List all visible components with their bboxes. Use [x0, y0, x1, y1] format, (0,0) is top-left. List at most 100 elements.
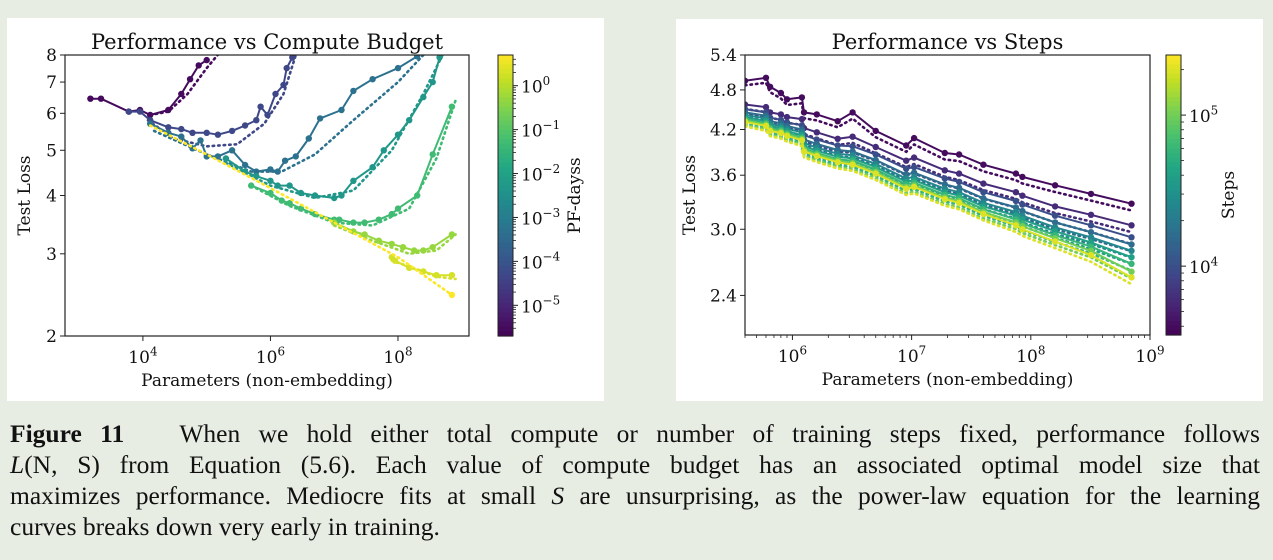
colorbar-segment [1166, 307, 1181, 313]
data-point [248, 182, 255, 189]
data-point [361, 219, 368, 226]
colorbar-segment [498, 134, 513, 140]
data-point [257, 103, 264, 110]
colorbar-segment [1166, 64, 1181, 70]
data-point [228, 127, 236, 135]
data-point [280, 81, 287, 89]
caption-line-1: Figure 11 When we hold either total comp… [10, 418, 1260, 449]
axes-frame [64, 54, 470, 337]
data-point [448, 272, 456, 279]
data-point [338, 192, 345, 199]
data-point [448, 291, 456, 299]
data-point [777, 129, 785, 137]
data-point [783, 132, 791, 140]
data-point [1128, 222, 1135, 229]
colorbar-segment [1166, 269, 1181, 275]
colorbar-segment [1166, 190, 1181, 196]
colorbar-segment [1166, 302, 1181, 308]
colorbar-segment [498, 120, 513, 126]
data-point [394, 64, 402, 72]
data-point [369, 164, 376, 171]
data-point [1087, 190, 1095, 198]
colorbar-segment [1166, 227, 1181, 233]
data-point [350, 177, 357, 184]
colorbar-segment [498, 181, 513, 187]
colorbar-frame [1165, 54, 1182, 336]
y-tick-label: 4.2 [710, 121, 737, 141]
colorbar-segment [498, 111, 513, 117]
colorbar-segment [498, 139, 513, 145]
colorbar-segment [1166, 106, 1181, 112]
colorbar-segment [498, 153, 513, 159]
colorbar-segment [498, 125, 513, 131]
data-point [253, 117, 260, 124]
series-line [149, 55, 418, 173]
data-point [399, 244, 407, 251]
x-tick-label: 109 [1135, 343, 1164, 367]
data-point [1051, 238, 1059, 245]
colorbar-segment [498, 303, 513, 309]
data-point [361, 231, 368, 238]
data-point [305, 135, 312, 142]
colorbar-segment [1166, 209, 1181, 215]
colorbar-segment [498, 307, 513, 314]
x-tick-label: 104 [128, 344, 157, 368]
colorbar-segment [498, 326, 513, 332]
data-point [872, 127, 879, 135]
data-point [762, 103, 770, 111]
x-axis-label: Parameters (non-embedding) [141, 371, 393, 391]
data-point [941, 196, 948, 203]
data-point [872, 143, 879, 151]
colorbar-segment [1166, 265, 1181, 271]
colorbar-segment [1166, 321, 1181, 327]
colorbar-segment [1166, 297, 1181, 303]
colorbar-segment [1166, 195, 1181, 201]
data-point [165, 124, 172, 131]
colorbar-segment [1166, 83, 1181, 89]
data-point [1012, 170, 1020, 177]
colorbar-segment [498, 186, 513, 192]
colorbar-segment [1166, 204, 1181, 210]
colorbar-segment [498, 167, 513, 173]
data-point [903, 165, 910, 172]
colorbar-segment [498, 237, 513, 243]
data-point [448, 231, 456, 238]
figure-caption: Figure 11 When we hold either total comp… [10, 418, 1260, 542]
x-tick-label: 108 [1016, 343, 1045, 367]
data-point [903, 142, 910, 149]
fit-line [148, 124, 454, 297]
colorbar-tick-label: 104 [1189, 254, 1218, 278]
x-tick-label: 108 [383, 344, 412, 368]
data-point [388, 210, 395, 218]
data-point [1087, 211, 1095, 218]
y-tick-label: 2.4 [710, 286, 737, 306]
data-point [1087, 222, 1095, 229]
data-point [286, 182, 293, 189]
colorbar-segment [1166, 293, 1181, 299]
data-point [1128, 234, 1135, 241]
data-point [267, 189, 274, 197]
chart-title: Performance vs Compute Budget [91, 30, 444, 54]
fit-line [745, 123, 1133, 280]
data-point [380, 147, 387, 154]
data-point [388, 240, 395, 248]
data-point [1019, 201, 1026, 208]
colorbar-segment [498, 83, 513, 89]
data-point [941, 149, 948, 157]
data-point [1128, 268, 1135, 275]
colorbar-segment [1166, 223, 1181, 229]
data-point [97, 95, 105, 102]
data-point [375, 237, 382, 244]
data-point [798, 115, 806, 123]
colorbar-segment [1166, 260, 1181, 266]
colorbar-segment [498, 270, 513, 276]
colorbar-segment [1166, 255, 1181, 261]
colorbar-segment [1166, 143, 1181, 149]
y-tick-label: 3.6 [710, 166, 737, 186]
data-point [777, 111, 785, 118]
y-tick-label: 5.4 [710, 46, 737, 66]
data-point [834, 142, 841, 149]
data-point [980, 161, 987, 168]
data-point [955, 178, 963, 186]
colorbar-segment [498, 232, 513, 239]
